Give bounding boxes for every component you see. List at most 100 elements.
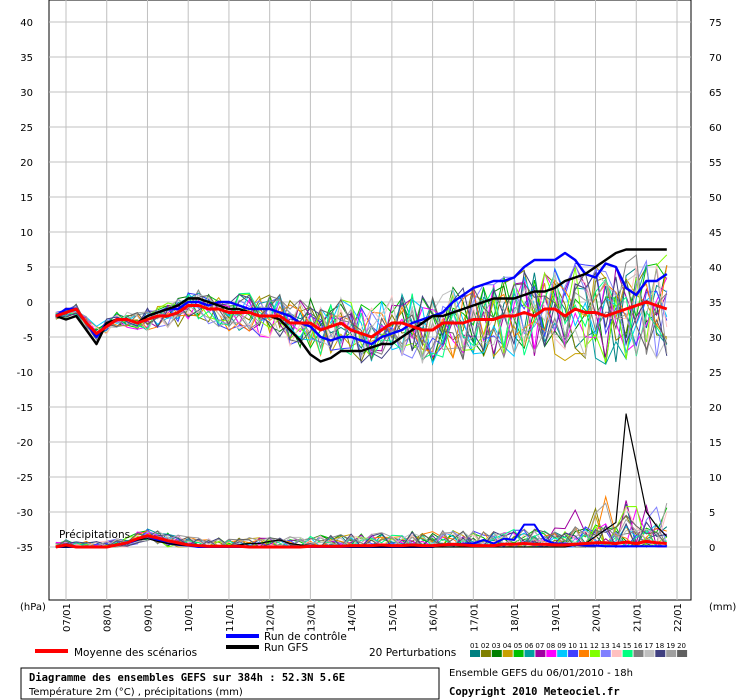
left-tick-label: 25 [20,123,33,134]
left-tick-label: 30 [20,88,33,99]
x-tick-label: 07/01 [62,603,73,632]
pert-id-label: 13 [601,642,610,650]
left-tick-label: -10 [17,368,33,379]
legend-mean-label: Moyenne des scénarios [74,647,197,659]
pert-id-label: 03 [492,642,501,650]
right-tick-label: 0 [709,543,715,554]
right-tick-label: 65 [709,88,722,99]
x-tick-label: 14/01 [347,603,358,632]
pert-swatch [535,650,546,657]
pert-id-label: 11 [579,642,588,650]
pert-id-label: 07 [535,642,544,650]
right-tick-label: 45 [709,228,722,239]
left-tick-label: -30 [17,508,33,519]
x-tick-label: 13/01 [306,603,317,632]
pert-swatch [491,650,502,657]
left-tick-label: 5 [27,263,33,274]
pert-id-label: 12 [590,642,599,650]
pert-swatch [666,650,677,657]
precip-mean-line [55,534,667,549]
pert-id-label: 16 [634,642,643,650]
grid [48,0,692,601]
pert-swatch [546,650,557,657]
pert-id-label: 05 [514,642,523,650]
perturbation-line-19 [55,268,668,359]
legend-control-swatch [226,634,259,638]
pert-swatch [568,650,579,657]
pert-id-label: 15 [623,642,632,650]
pert-swatch [502,650,513,657]
right-tick-label: 25 [709,368,722,379]
pert-id-label: 18 [655,642,664,650]
pert-id-label: 20 [677,642,686,650]
right-axis-unit-label: (mm) [709,602,736,613]
x-tick-label: 10/01 [184,603,195,632]
plot-frame [48,0,692,601]
left-tick-label: 40 [20,18,33,29]
right-tick-label: 70 [709,53,722,64]
perturbation-line-17 [55,271,668,364]
x-tick-label: 09/01 [143,603,154,632]
run-info: Ensemble GEFS du 06/01/2010 - 18h [449,668,633,679]
left-tick-label: -35 [17,543,33,554]
pert-id-label: 19 [666,642,675,650]
pert-swatch [633,650,644,657]
left-axis-unit-label: (hPa) [20,602,46,613]
x-tick-label: 18/01 [510,603,521,632]
axes: 4035302520151050-5-10-15-20-25-30-357570… [17,18,722,632]
pert-swatch [480,650,491,657]
title-box [20,667,440,700]
left-tick-label: 15 [20,193,33,204]
pert-swatch [470,650,480,657]
temp-mean-line [55,300,668,339]
pert-swatch [655,650,666,657]
precipitations-label: Précipitations [59,529,130,541]
right-tick-label: 30 [709,333,722,344]
legend-gfs-swatch [226,645,259,649]
legend-mean-swatch [35,649,68,653]
pert-swatch [677,650,688,657]
temp-gfs-line [55,248,667,363]
right-tick-label: 55 [709,158,722,169]
pert-id-label: 14 [612,642,621,650]
x-tick-label: 15/01 [388,603,399,632]
x-tick-label: 21/01 [632,603,643,632]
perturbation-line-09 [55,266,668,365]
perturbation-line-01 [55,267,668,366]
left-tick-label: -20 [17,438,33,449]
left-tick-label: -25 [17,473,33,484]
x-tick-label: 22/01 [673,603,684,632]
main-series-lines [55,248,668,549]
perturbation-line-18 [55,270,668,364]
right-tick-label: 35 [709,298,722,309]
pert-swatch [644,650,655,657]
copyright: Copyright 2010 Meteociel.fr [449,686,620,698]
right-tick-label: 15 [709,438,722,449]
right-tick-label: 20 [709,403,722,414]
pert-swatch [600,650,611,657]
right-tick-label: 50 [709,193,722,204]
left-tick-label: 0 [27,298,33,309]
legend-gfs-label: Run GFS [264,642,308,654]
x-tick-label: 20/01 [592,603,603,632]
x-tick-label: 08/01 [103,603,114,632]
pert-id-label: 09 [557,642,566,650]
right-tick-label: 75 [709,18,722,29]
pert-swatch [524,650,535,657]
pert-swatch [579,650,589,657]
x-tick-label: 12/01 [266,603,277,632]
chart-title: Diagramme des ensembles GEFS sur 384h : … [29,672,345,684]
legend-perturbations-label: 20 Perturbations [369,647,456,659]
right-tick-label: 5 [709,508,715,519]
right-tick-label: 60 [709,123,722,134]
pert-id-label: 10 [568,642,577,650]
pert-id-label: 06 [525,642,534,650]
pert-swatch [622,650,633,657]
left-tick-label: 35 [20,53,33,64]
pert-id-label: 08 [546,642,555,650]
pert-id-label: 02 [481,642,490,650]
x-tick-label: 17/01 [469,603,480,632]
x-tick-label: 16/01 [429,603,440,632]
perturbation-lines [55,254,668,549]
